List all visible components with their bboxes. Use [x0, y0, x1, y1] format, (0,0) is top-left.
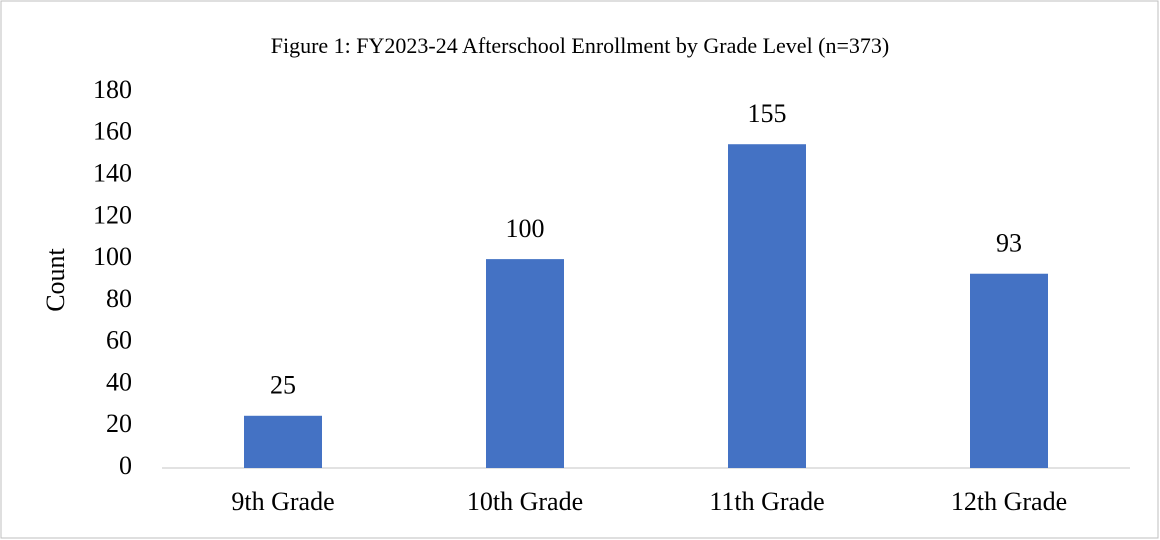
y-tick-label: 160 — [93, 117, 132, 146]
y-tick-label: 120 — [93, 200, 132, 229]
y-tick-label: 80 — [106, 284, 132, 313]
bar — [970, 273, 1048, 468]
x-tick-label: 9th Grade — [231, 487, 334, 516]
data-label: 25 — [270, 371, 296, 400]
y-tick-label: 20 — [106, 409, 132, 438]
bar — [244, 415, 322, 468]
x-tick-label: 12th Grade — [951, 487, 1067, 516]
chart-title: Figure 1: FY2023-24 Afterschool Enrollme… — [271, 33, 890, 58]
y-tick-label: 180 — [93, 75, 132, 104]
bar — [486, 259, 564, 468]
bar — [728, 144, 806, 468]
y-tick-label: 100 — [93, 242, 132, 271]
y-tick-label: 140 — [93, 159, 132, 188]
data-label: 100 — [506, 214, 545, 243]
x-tick-label: 11th Grade — [709, 487, 824, 516]
data-label: 93 — [996, 229, 1022, 258]
y-tick-label: 40 — [106, 367, 132, 396]
data-label: 155 — [748, 99, 787, 128]
y-axis-label: Count — [41, 247, 70, 311]
y-tick-label: 60 — [106, 326, 132, 355]
x-tick-label: 10th Grade — [467, 487, 583, 516]
y-tick-label: 0 — [119, 451, 132, 480]
